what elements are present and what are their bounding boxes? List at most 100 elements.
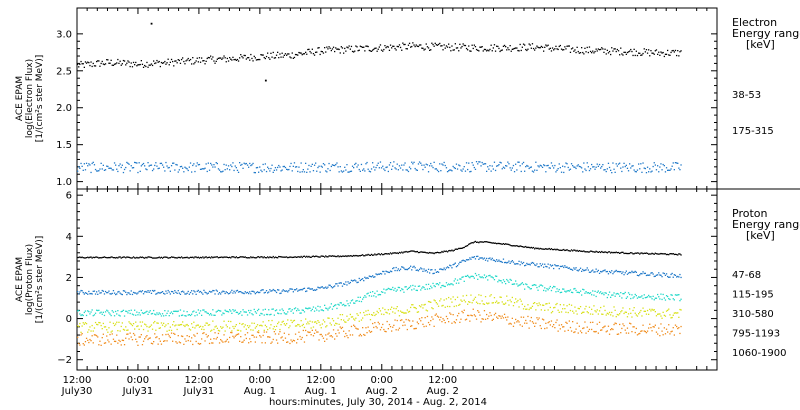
data-point xyxy=(492,302,494,304)
data-point xyxy=(289,342,291,345)
data-point xyxy=(468,276,470,278)
data-point xyxy=(363,296,365,299)
data-point xyxy=(343,330,345,332)
data-point xyxy=(406,309,408,311)
data-point xyxy=(340,327,342,330)
data-point xyxy=(460,318,462,320)
data-point xyxy=(608,166,611,169)
data-point xyxy=(640,330,642,332)
data-point xyxy=(101,168,103,170)
data-point xyxy=(567,267,569,269)
data-point xyxy=(141,256,144,258)
data-point xyxy=(211,314,213,316)
data-point xyxy=(88,163,90,165)
data-point xyxy=(600,48,602,51)
data-point xyxy=(572,310,574,312)
data-point xyxy=(460,278,462,280)
data-point xyxy=(631,331,633,333)
data-point xyxy=(594,168,596,170)
data-point xyxy=(570,249,573,251)
data-point xyxy=(543,164,545,166)
data-point xyxy=(97,256,99,259)
data-point xyxy=(331,48,334,50)
data-point xyxy=(585,332,587,334)
data-point xyxy=(102,63,104,65)
y-tick-label: 2.5 xyxy=(56,66,72,77)
data-point xyxy=(619,271,621,273)
data-point xyxy=(167,310,169,312)
data-point xyxy=(563,326,565,328)
data-point xyxy=(242,292,244,294)
data-point xyxy=(627,292,630,294)
data-point xyxy=(377,273,379,275)
data-point xyxy=(188,166,190,168)
data-point xyxy=(297,308,299,310)
data-point xyxy=(180,291,183,293)
data-point xyxy=(253,336,255,338)
data-point xyxy=(576,249,578,252)
data-point xyxy=(629,163,631,165)
data-point xyxy=(613,168,615,170)
data-point xyxy=(565,311,567,313)
data-point xyxy=(128,163,130,165)
data-point xyxy=(346,164,348,166)
data-point xyxy=(94,256,97,258)
data-point xyxy=(232,325,234,328)
data-point xyxy=(569,250,572,252)
data-point xyxy=(541,304,544,306)
data-point xyxy=(663,272,665,275)
data-point xyxy=(531,305,534,307)
data-point xyxy=(106,257,108,259)
data-point xyxy=(456,168,459,170)
data-point xyxy=(576,313,578,315)
data-point xyxy=(515,263,517,265)
data-point xyxy=(142,257,145,259)
data-point xyxy=(537,266,539,268)
data-point xyxy=(526,164,528,167)
data-point xyxy=(282,320,284,322)
data-point xyxy=(585,51,587,53)
data-point xyxy=(80,334,82,336)
data-point xyxy=(161,257,164,259)
data-point xyxy=(375,166,377,169)
data-point xyxy=(670,168,672,170)
data-point xyxy=(474,258,477,260)
data-point xyxy=(187,257,189,259)
data-point xyxy=(453,263,455,265)
data-point xyxy=(492,259,494,261)
data-point xyxy=(224,256,226,258)
data-point xyxy=(469,301,471,303)
data-point xyxy=(642,52,644,55)
data-point xyxy=(300,312,302,314)
data-point xyxy=(489,165,491,167)
data-point xyxy=(121,322,123,324)
x-tick-date: July31 xyxy=(183,386,215,397)
data-point xyxy=(139,63,141,66)
data-point xyxy=(422,251,424,253)
data-point xyxy=(130,257,132,259)
data-point xyxy=(392,326,394,328)
data-point xyxy=(358,300,360,302)
x-tick-label: 0:00 xyxy=(371,375,393,386)
data-point xyxy=(441,321,443,323)
data-point xyxy=(550,320,553,322)
data-point xyxy=(120,293,122,295)
data-point xyxy=(145,65,147,68)
data-point xyxy=(198,57,201,59)
data-point xyxy=(598,321,601,323)
data-point xyxy=(631,165,633,167)
data-point xyxy=(405,318,407,321)
data-point xyxy=(525,319,527,322)
data-point xyxy=(650,296,652,298)
data-point xyxy=(309,331,311,333)
data-point xyxy=(473,277,475,279)
data-point xyxy=(176,257,178,259)
data-point xyxy=(344,166,346,168)
data-point xyxy=(178,324,180,326)
data-point xyxy=(229,336,231,339)
data-point xyxy=(241,341,243,343)
data-point xyxy=(288,289,290,292)
data-point xyxy=(258,308,260,310)
data-point xyxy=(262,163,264,166)
data-point xyxy=(227,320,230,322)
